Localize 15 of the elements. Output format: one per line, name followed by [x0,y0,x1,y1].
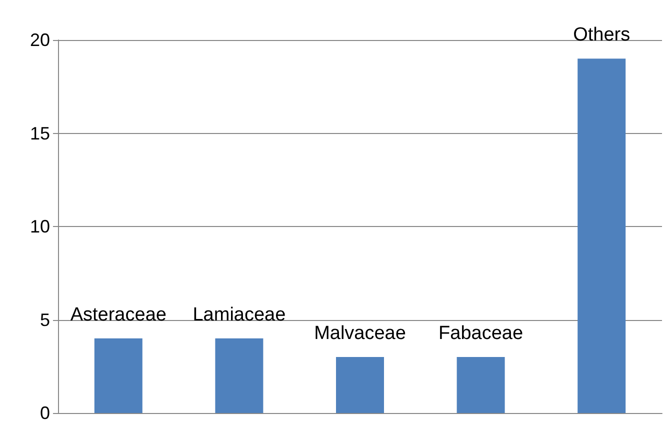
bar [94,338,142,413]
bar [456,357,505,413]
x-tick-label: Asteraceae [70,304,166,326]
y-tick-label: 10 [30,216,50,236]
bar [336,357,384,413]
y-tick-label: 0 [40,403,50,423]
bar [578,58,626,413]
y-tick-label: 15 [30,123,50,144]
y-tick-label: 20 [30,30,50,50]
x-tick-label: Lamiaceae [192,304,286,326]
x-tick-label: Others [573,24,630,46]
bar [215,338,264,413]
y-tick-label: 5 [40,310,50,330]
x-tick-label: Malvaceae [314,323,406,344]
x-tick-label: Fabaceae [438,323,524,344]
